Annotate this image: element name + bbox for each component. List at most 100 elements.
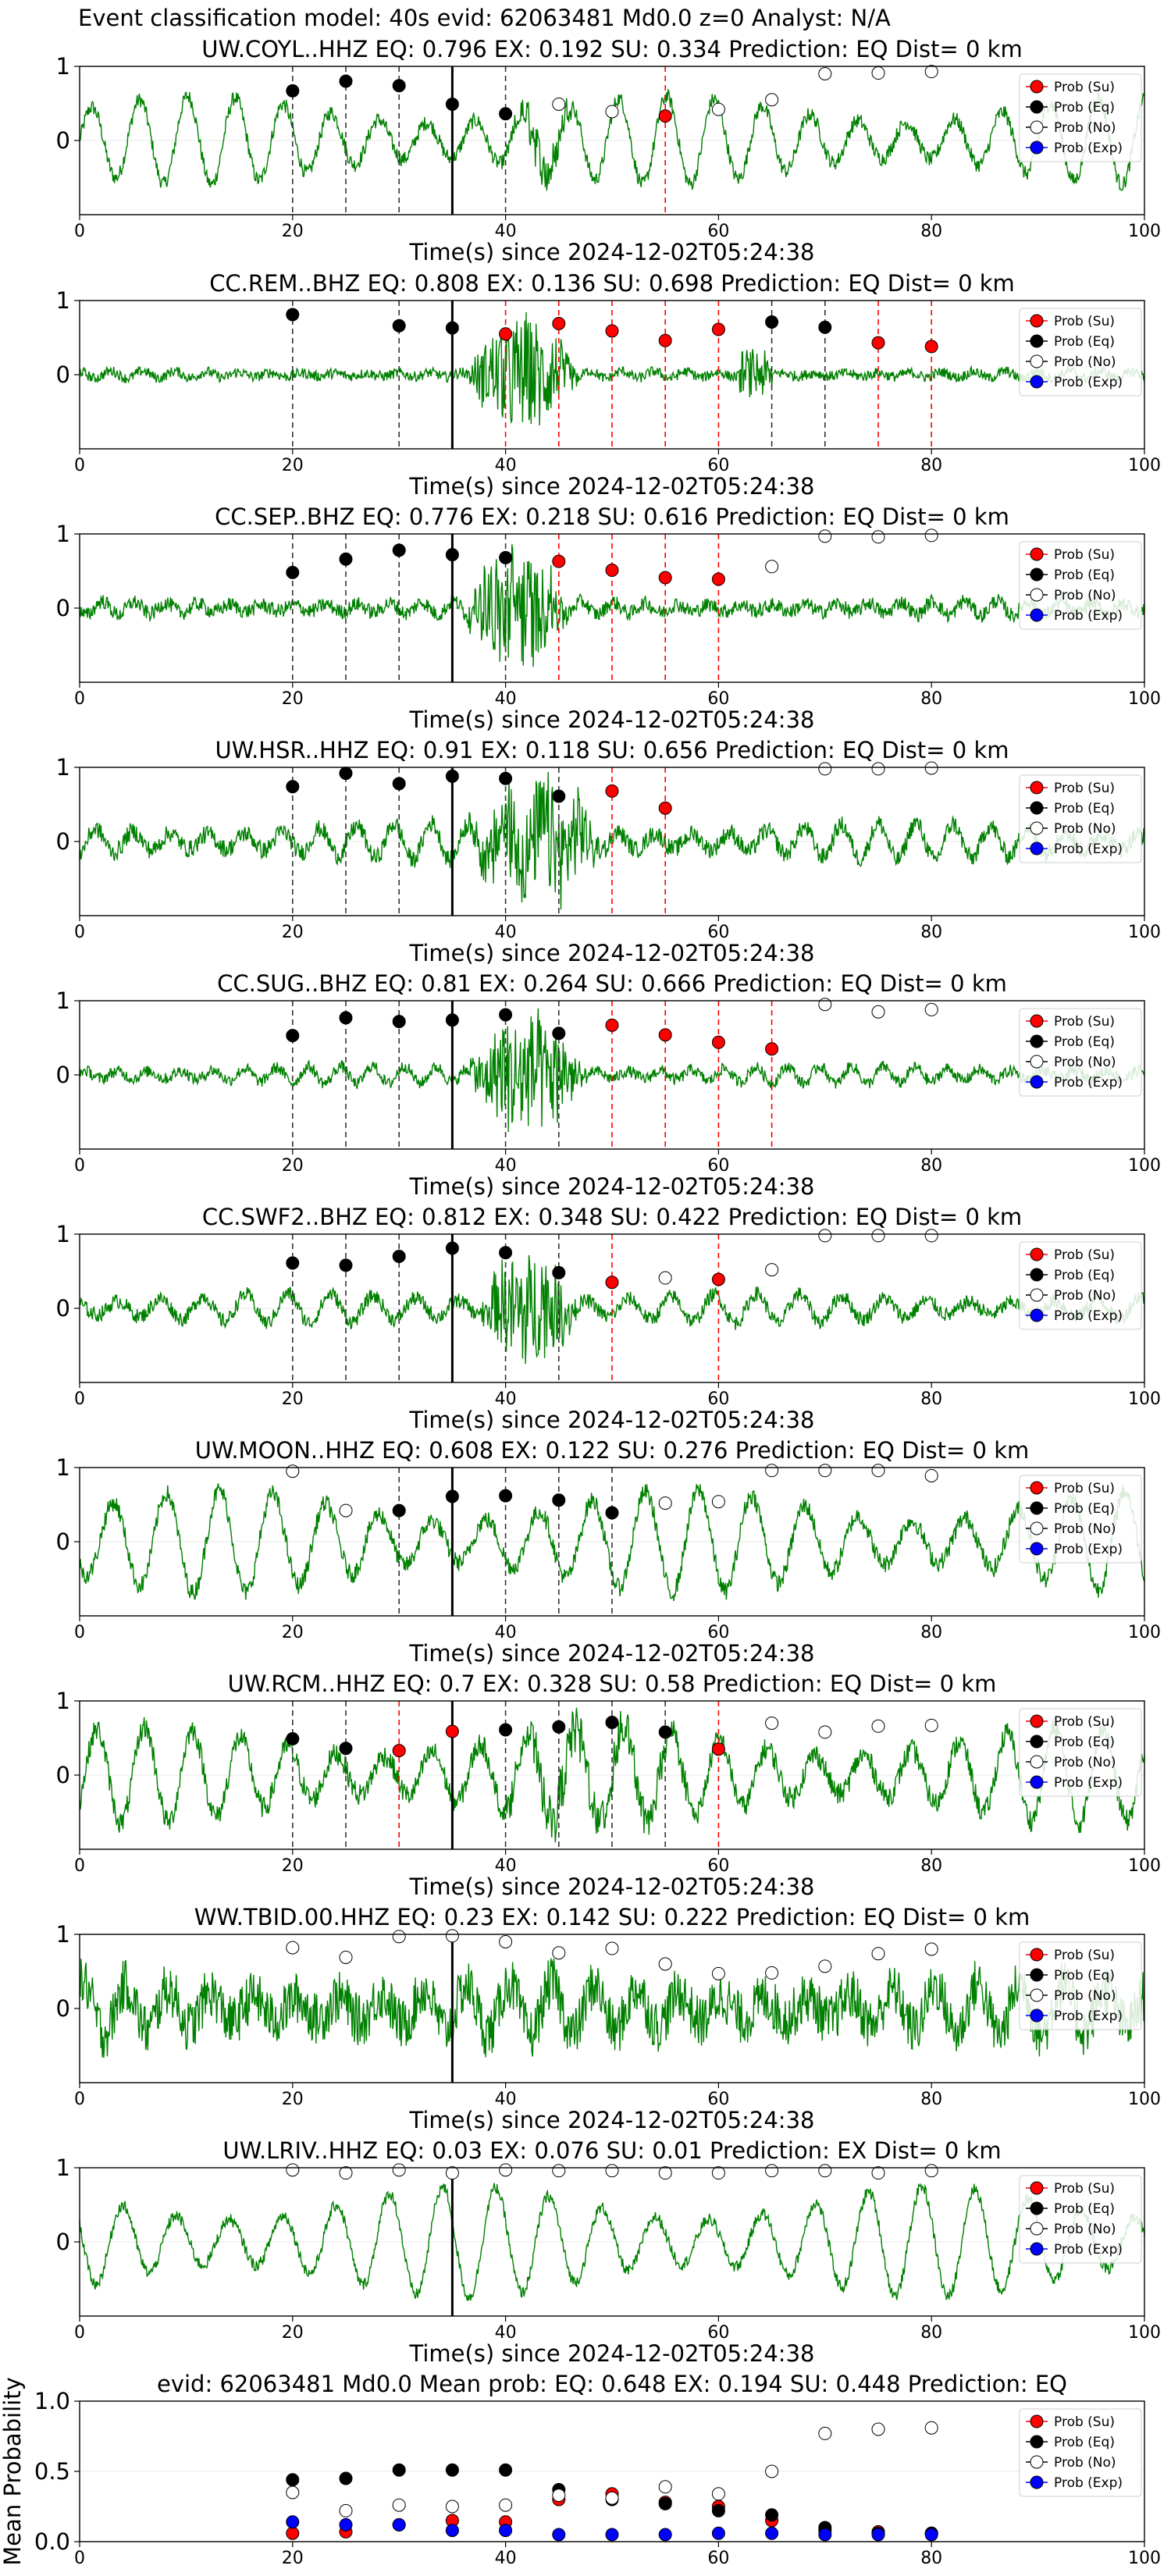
x-tick-label: 40 bbox=[495, 222, 517, 241]
prob-point-eq bbox=[552, 1265, 566, 1279]
legend-label-no: Prob (No) bbox=[1054, 821, 1116, 837]
x-axis-label: Time(s) since 2024-12-02T05:24:38 bbox=[409, 2107, 815, 2133]
prob-point-no bbox=[765, 1717, 779, 1730]
prob-point-no bbox=[658, 1271, 672, 1285]
prob-point-eq bbox=[339, 74, 353, 88]
legend-label-su: Prob (Su) bbox=[1054, 1247, 1115, 1263]
x-tick-label: 20 bbox=[282, 456, 304, 475]
legend-marker bbox=[1030, 2181, 1044, 2195]
prob-point-no bbox=[871, 2166, 885, 2180]
prob-point-eq bbox=[392, 79, 406, 93]
prob-point-eq bbox=[658, 1725, 672, 1739]
legend-marker bbox=[1030, 1755, 1044, 1769]
prob-point-no bbox=[871, 530, 885, 544]
prob-point-eq bbox=[286, 1256, 300, 1270]
chart-panel-5: CC.SUG..BHZ EQ: 0.81 EX: 0.264 SU: 0.666… bbox=[56, 970, 1161, 1200]
prob-point-no bbox=[924, 1468, 938, 1482]
prob-point-no bbox=[818, 2164, 832, 2178]
prob-point-eq bbox=[552, 789, 566, 803]
legend-marker bbox=[1030, 120, 1044, 134]
prob-point-su bbox=[658, 801, 672, 815]
prob-point-eq bbox=[286, 780, 300, 794]
mean-prob-point-eq bbox=[658, 2496, 672, 2510]
mean-prob-point-no bbox=[711, 2487, 725, 2501]
prob-point-eq bbox=[445, 548, 459, 562]
prob-point-eq bbox=[339, 1011, 353, 1025]
legend-label-su: Prob (Su) bbox=[1054, 2181, 1115, 2197]
legend-box bbox=[1019, 2408, 1142, 2497]
mean-prob-point-exp bbox=[871, 2528, 885, 2542]
prob-point-su bbox=[658, 571, 672, 585]
x-tick-label: 100 bbox=[1128, 456, 1161, 475]
prob-point-eq bbox=[605, 1716, 619, 1730]
mean-prob-point-no bbox=[499, 2498, 513, 2512]
x-tick-label: 100 bbox=[1128, 2549, 1161, 2568]
legend-label-no: Prob (No) bbox=[1054, 588, 1116, 603]
legend-label-eq: Prob (Eq) bbox=[1054, 1268, 1115, 1283]
x-tick-label: 80 bbox=[920, 456, 942, 475]
x-tick-label: 60 bbox=[707, 1623, 729, 1642]
legend-marker bbox=[1030, 334, 1044, 348]
legend-marker bbox=[1030, 1308, 1044, 1322]
prob-point-no bbox=[765, 1966, 779, 1980]
prob-point-eq bbox=[392, 1503, 406, 1517]
panel-title: CC.SWF2..BHZ EQ: 0.812 EX: 0.348 SU: 0.4… bbox=[202, 1204, 1022, 1230]
prob-point-su bbox=[658, 333, 672, 347]
prob-point-su bbox=[658, 109, 672, 123]
panel-title: UW.HSR..HHZ EQ: 0.91 EX: 0.118 SU: 0.656… bbox=[215, 737, 1009, 763]
mean-prob-point-exp bbox=[286, 2515, 300, 2529]
x-tick-label: 100 bbox=[1128, 689, 1161, 709]
waveform-trace bbox=[79, 311, 1145, 426]
legend-label-no: Prob (No) bbox=[1054, 1521, 1116, 1537]
x-tick-label: 60 bbox=[707, 1389, 729, 1409]
legend-label-no: Prob (No) bbox=[1054, 2222, 1116, 2237]
prob-point-eq bbox=[286, 565, 300, 579]
prob-point-no bbox=[392, 2163, 406, 2177]
legend-label-su: Prob (Su) bbox=[1054, 1948, 1115, 1963]
x-tick-label: 80 bbox=[920, 1623, 942, 1642]
panel-title: UW.LRIV..HHZ EQ: 0.03 EX: 0.076 SU: 0.01… bbox=[222, 2137, 1001, 2164]
legend-label-su: Prob (Su) bbox=[1054, 1714, 1115, 1730]
x-tick-label: 20 bbox=[282, 1856, 304, 1876]
prob-point-eq bbox=[286, 84, 300, 98]
legend-marker bbox=[1030, 100, 1044, 114]
prob-point-su bbox=[924, 340, 938, 354]
mean-prob-point-eq bbox=[286, 2473, 300, 2487]
x-tick-label: 0 bbox=[74, 1156, 85, 1176]
prob-point-no bbox=[765, 1464, 779, 1478]
legend-label-eq: Prob (Eq) bbox=[1054, 568, 1115, 583]
mean-prob-point-exp bbox=[499, 2524, 513, 2538]
prob-point-su bbox=[605, 784, 619, 798]
legend-marker bbox=[1030, 588, 1044, 602]
prob-point-no bbox=[711, 1495, 725, 1509]
waveform-trace bbox=[79, 1254, 1145, 1364]
prob-point-no bbox=[765, 1263, 779, 1277]
x-tick-label: 20 bbox=[282, 1156, 304, 1176]
x-tick-label: 20 bbox=[282, 1623, 304, 1642]
prob-point-no bbox=[605, 105, 619, 119]
mean-prob-point-no bbox=[339, 2503, 353, 2517]
y-tick-label: 0.0 bbox=[34, 2528, 70, 2555]
mean-prob-point-no bbox=[605, 2491, 619, 2505]
prob-point-no bbox=[286, 2163, 300, 2177]
legend-label-eq: Prob (Eq) bbox=[1054, 801, 1115, 817]
legend-marker bbox=[1030, 2455, 1044, 2469]
y-tick-label: 1 bbox=[56, 521, 70, 547]
chart-panel-9: WW.TBID.00.HHZ EQ: 0.23 EX: 0.142 SU: 0.… bbox=[56, 1904, 1161, 2133]
legend-marker bbox=[1030, 1268, 1044, 1282]
panel-title: CC.SUG..BHZ EQ: 0.81 EX: 0.264 SU: 0.666… bbox=[217, 970, 1007, 997]
x-tick-label: 100 bbox=[1128, 2090, 1161, 2109]
x-tick-label: 80 bbox=[920, 689, 942, 709]
prob-point-eq bbox=[392, 318, 406, 333]
chart-panel-3: CC.SEP..BHZ EQ: 0.776 EX: 0.218 SU: 0.61… bbox=[56, 503, 1161, 733]
prob-point-eq bbox=[499, 1489, 513, 1503]
legend-marker bbox=[1030, 1034, 1044, 1048]
legend-marker bbox=[1030, 1501, 1044, 1515]
x-tick-label: 60 bbox=[707, 923, 729, 942]
chart-panel-8: UW.RCM..HHZ EQ: 0.7 EX: 0.328 SU: 0.58 P… bbox=[56, 1670, 1161, 1900]
legend-label-exp: Prob (Exp) bbox=[1054, 608, 1123, 624]
prob-point-no bbox=[711, 2166, 725, 2180]
chart-panel-11: evid: 62063481 Md0.0 Mean prob: EQ: 0.64… bbox=[0, 2371, 1161, 2568]
y-tick-label: 1 bbox=[56, 2154, 70, 2181]
prob-point-su bbox=[605, 324, 619, 338]
